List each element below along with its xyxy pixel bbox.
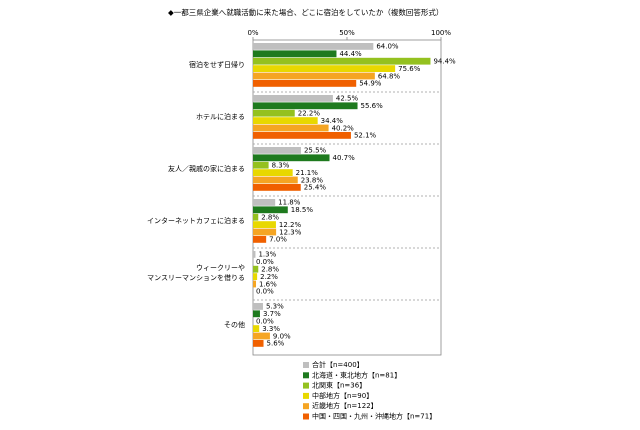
bar <box>253 332 270 340</box>
bar <box>253 124 329 132</box>
bar <box>253 169 293 176</box>
bar <box>253 65 396 72</box>
value-label: 0.0% <box>256 318 274 326</box>
value-label: 3.3% <box>262 325 280 333</box>
value-label: 7.0% <box>269 236 287 244</box>
bar <box>253 206 288 214</box>
value-label: 75.6% <box>398 65 421 73</box>
bar <box>253 43 374 50</box>
x-tick-label: 100% <box>431 29 451 37</box>
bar <box>253 102 358 110</box>
bar <box>253 325 260 332</box>
value-label: 40.7% <box>333 154 356 162</box>
legend-swatch <box>303 403 309 410</box>
category-label: 友人／親戚の家に泊まる <box>168 164 245 173</box>
value-label: 11.8% <box>278 199 301 207</box>
category-label: ウィークリーやマンスリーマンションを借りる <box>147 264 245 282</box>
bar <box>253 184 301 191</box>
bar <box>253 221 276 228</box>
value-label: 23.8% <box>301 176 324 184</box>
bar <box>253 57 431 65</box>
legend-label: 合計【n=400】 <box>312 360 364 369</box>
legend-swatch <box>303 413 309 420</box>
value-label: 3.7% <box>263 310 281 318</box>
bar <box>253 147 301 154</box>
category-label: その他 <box>224 320 245 329</box>
category-label: インターネットカフェに泊まる <box>147 216 245 225</box>
value-label: 21.1% <box>296 169 319 177</box>
value-label: 0.0% <box>256 288 274 296</box>
bar <box>253 176 298 184</box>
value-label: 34.4% <box>321 117 344 125</box>
value-label: 5.3% <box>266 303 284 311</box>
bar <box>253 80 357 87</box>
value-label: 64.8% <box>378 72 401 80</box>
legend-swatch <box>303 392 309 399</box>
bar <box>253 199 276 206</box>
value-label: 25.4% <box>304 184 327 192</box>
bar <box>253 228 277 236</box>
value-label: 2.2% <box>260 273 278 281</box>
bar <box>253 109 295 117</box>
bar <box>253 310 260 318</box>
value-label: 54.9% <box>359 80 382 88</box>
bar <box>253 95 333 102</box>
bar <box>253 280 257 288</box>
legend-label: 中部地方【n=90】 <box>312 391 373 400</box>
value-label: 40.2% <box>332 124 355 132</box>
value-label: 0.0% <box>256 258 274 266</box>
legend-swatch <box>303 362 309 368</box>
legend-swatch <box>303 382 309 389</box>
value-label: 1.6% <box>259 280 277 288</box>
x-tick-label: 0% <box>247 29 258 37</box>
bar <box>253 161 269 169</box>
value-label: 1.3% <box>258 251 276 259</box>
category-label: 宿泊をせず日帰り <box>189 60 245 69</box>
bar <box>253 132 351 139</box>
value-label: 55.6% <box>361 102 384 110</box>
bar <box>253 251 256 258</box>
value-label: 64.0% <box>376 43 399 51</box>
bar <box>253 340 264 347</box>
bar <box>253 236 267 243</box>
bar <box>253 72 375 80</box>
value-label: 8.3% <box>272 162 290 170</box>
value-label: 12.2% <box>279 221 302 229</box>
value-label: 12.3% <box>279 228 302 236</box>
value-label: 2.8% <box>261 266 279 274</box>
value-label: 44.4% <box>339 50 362 58</box>
value-label: 25.5% <box>304 147 327 155</box>
value-label: 94.4% <box>433 58 456 66</box>
value-label: 2.8% <box>261 214 279 222</box>
bar <box>253 117 318 124</box>
value-label: 9.0% <box>273 332 291 340</box>
chart-title: ◆一都三県企業へ就職活動に来た場合、どこに宿泊をしていたか（複数回答形式） <box>168 7 443 17</box>
legend-label: 近畿地方【n=122】 <box>312 401 378 410</box>
legend-label: 北関東【n=36】 <box>312 381 366 390</box>
bar <box>253 154 330 162</box>
legend-label: 北海道・東北地方【n=81】 <box>312 370 401 379</box>
bar <box>253 273 258 280</box>
bar <box>253 265 259 273</box>
bar <box>253 213 259 221</box>
legend-label: 中国・四国・九州・沖縄地方【n=71】 <box>312 412 436 421</box>
value-label: 52.1% <box>354 132 377 140</box>
category-label: ホテルに泊まる <box>196 112 245 121</box>
bar <box>253 303 263 310</box>
legend-swatch <box>303 372 309 379</box>
value-label: 18.5% <box>291 206 314 214</box>
value-label: 22.2% <box>298 110 321 118</box>
value-label: 5.6% <box>267 340 285 348</box>
value-label: 42.5% <box>336 95 359 103</box>
bar <box>253 50 337 58</box>
x-tick-label: 50% <box>339 29 355 37</box>
